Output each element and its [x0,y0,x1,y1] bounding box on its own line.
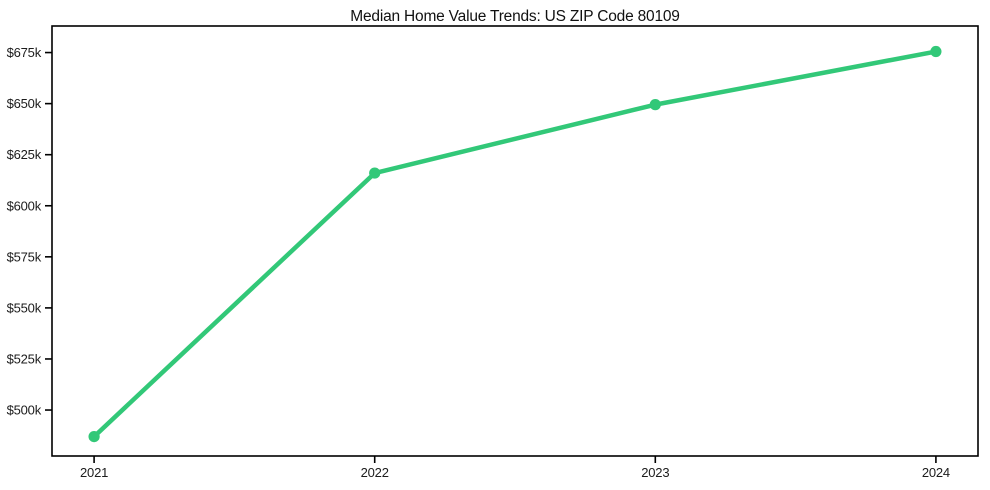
x-tick-label: 2024 [922,465,950,480]
x-tick-label: 2022 [361,465,389,480]
home-value-line [91,49,939,439]
y-tick-label: $675k [7,45,42,60]
x-tick-label: 2021 [80,465,108,480]
data-point-marker [88,430,100,443]
chart-title: Median Home Value Trends: US ZIP Code 80… [350,8,679,25]
data-point-marker [649,99,661,111]
plot-border [51,25,979,457]
y-tick-label: $625k [7,147,42,162]
y-tick-label: $550k [7,300,42,315]
data-point-marker [930,45,942,58]
plot-area: $500k $525k $550k $575k $600k $625k $650k $675k… [7,25,979,480]
y-tick-label: $650k [7,96,42,111]
y-tick-label: $600k [7,198,42,213]
y-tick-label: $525k [7,352,42,367]
x-tick-label: 2023 [641,465,669,480]
data-point-marker [369,167,381,179]
y-tick-label: $575k [7,249,42,264]
y-tick-label: $500k [7,403,42,418]
